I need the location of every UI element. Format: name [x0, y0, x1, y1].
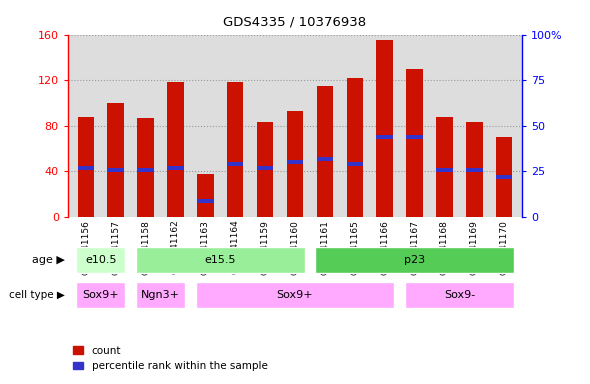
- Bar: [137, 167, 154, 172]
- Bar: [136, 247, 304, 273]
- Bar: [196, 282, 394, 308]
- Bar: [257, 122, 273, 217]
- Bar: [496, 137, 513, 217]
- Text: GDS4335 / 10376938: GDS4335 / 10376938: [224, 15, 366, 28]
- Bar: [136, 282, 185, 308]
- Bar: [317, 86, 333, 217]
- Text: age ▶: age ▶: [32, 255, 65, 265]
- Bar: [76, 282, 126, 308]
- Text: cell type ▶: cell type ▶: [9, 290, 65, 300]
- Bar: [227, 162, 244, 166]
- Bar: [317, 157, 333, 161]
- Text: Sox9-: Sox9-: [444, 290, 475, 300]
- Bar: [167, 166, 183, 170]
- Bar: [346, 78, 363, 217]
- Bar: [466, 122, 483, 217]
- Bar: [76, 247, 126, 273]
- Bar: [407, 135, 423, 139]
- Bar: [227, 83, 244, 217]
- Text: p23: p23: [404, 255, 425, 265]
- Bar: [77, 166, 94, 170]
- Bar: [287, 160, 303, 164]
- Bar: [315, 247, 514, 273]
- Bar: [376, 40, 393, 217]
- Text: Sox9+: Sox9+: [277, 290, 313, 300]
- Bar: [107, 103, 124, 217]
- Text: e15.5: e15.5: [205, 255, 236, 265]
- Bar: [376, 135, 393, 139]
- Bar: [107, 167, 124, 172]
- Bar: [436, 167, 453, 172]
- Bar: [77, 117, 94, 217]
- Bar: [257, 166, 273, 170]
- Bar: [407, 69, 423, 217]
- Bar: [466, 167, 483, 172]
- Bar: [197, 174, 214, 217]
- Legend: count, percentile rank within the sample: count, percentile rank within the sample: [73, 346, 268, 371]
- Bar: [137, 118, 154, 217]
- Bar: [346, 162, 363, 166]
- Bar: [287, 111, 303, 217]
- Text: Sox9+: Sox9+: [83, 290, 119, 300]
- Bar: [405, 282, 514, 308]
- Text: e10.5: e10.5: [85, 255, 116, 265]
- Text: Ngn3+: Ngn3+: [141, 290, 180, 300]
- Bar: [197, 199, 214, 202]
- Bar: [167, 83, 183, 217]
- Bar: [496, 175, 513, 179]
- Bar: [436, 117, 453, 217]
